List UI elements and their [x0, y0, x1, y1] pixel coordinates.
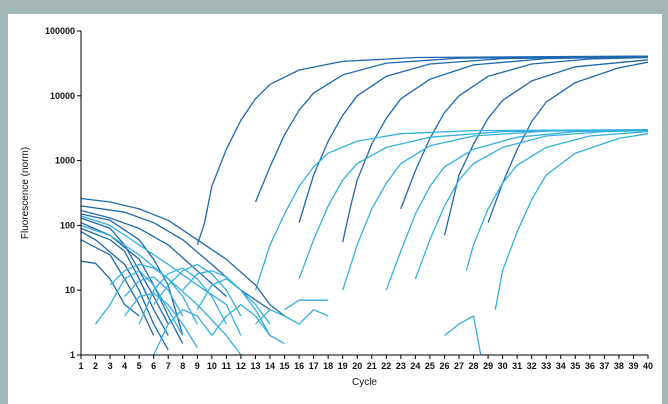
- y-tick-label: 1000: [55, 156, 75, 166]
- x-axis-label: Cycle: [352, 377, 377, 388]
- x-tick-label: 21: [367, 361, 377, 371]
- x-tick-label: 18: [323, 361, 333, 371]
- series-line-3: [298, 56, 648, 223]
- y-tick-label: 10: [65, 285, 75, 295]
- series-line-19: [81, 231, 169, 351]
- series-line-12: [414, 129, 648, 280]
- x-tick-label: 14: [265, 361, 275, 371]
- x-tick-label: 7: [166, 361, 171, 371]
- x-tick-label: 4: [122, 361, 127, 371]
- x-tick-label: 5: [137, 361, 142, 371]
- y-tick-label: 10000: [50, 91, 75, 101]
- x-tick-label: 33: [541, 361, 551, 371]
- series-line-6: [443, 59, 648, 236]
- x-tick-label: 37: [599, 361, 609, 371]
- x-tick-label: 17: [309, 361, 319, 371]
- series-line-25: [81, 215, 242, 336]
- series-line-5: [400, 56, 648, 210]
- series-line-27: [94, 270, 184, 336]
- series-line-28: [109, 263, 198, 325]
- x-tick-label: 27: [454, 361, 464, 371]
- x-tick-label: 19: [338, 361, 348, 371]
- y-tick-label: 1: [70, 350, 75, 360]
- x-tick-label: 23: [396, 361, 406, 371]
- series-line-30: [138, 267, 227, 325]
- series-line-13: [465, 130, 648, 271]
- x-tick-label: 30: [498, 361, 508, 371]
- x-tick-label: 8: [180, 361, 185, 371]
- series-line-21: [81, 197, 285, 317]
- x-tick-label: 11: [222, 361, 232, 371]
- series-line-4: [342, 56, 648, 243]
- x-tick-label: 38: [614, 361, 624, 371]
- series-line-22: [81, 205, 271, 311]
- x-tick-label: 35: [570, 361, 580, 371]
- series-line-7: [487, 61, 648, 223]
- x-tick-label: 10: [207, 361, 217, 371]
- x-tick-label: 6: [151, 361, 156, 371]
- series-line-32: [182, 270, 271, 336]
- chart-panel: 1 10 100 1000 10000 100000 1 2 3 4 5 6 7 8 9 10 11 12 13 14…: [8, 14, 662, 404]
- x-tick-label: 22: [381, 361, 391, 371]
- series-layer: [81, 55, 648, 355]
- series-line-33: [196, 278, 271, 325]
- series-line-39: [124, 292, 198, 348]
- x-tick-label: 13: [250, 361, 260, 371]
- series-line-14: [494, 133, 648, 310]
- x-tick-label: 32: [527, 361, 537, 371]
- series-line-23: [81, 209, 227, 297]
- y-tick-label: 100: [60, 220, 75, 230]
- series-line-31: [153, 263, 242, 317]
- x-tick-label: 36: [585, 361, 595, 371]
- series-line-18: [81, 227, 169, 336]
- series-line-37: [444, 315, 482, 355]
- x-tick-label: 12: [236, 361, 246, 371]
- series-line-35: [255, 309, 329, 325]
- series-line-38: [153, 309, 213, 355]
- series-line-2: [254, 55, 648, 203]
- x-tick-label: 1: [78, 361, 83, 371]
- series-line-36: [284, 299, 329, 311]
- x-tick-label: 16: [294, 361, 304, 371]
- x-tick-label: 26: [439, 361, 449, 371]
- y-tick-label: 100000: [45, 26, 75, 36]
- series-line-34: [211, 303, 285, 345]
- x-tick-label: 29: [483, 361, 493, 371]
- x-tick-label: 2: [93, 361, 98, 371]
- x-tick-label: 34: [556, 361, 566, 371]
- x-tick-label: 3: [108, 361, 113, 371]
- y-axis-label: Fluorescence (norm): [20, 147, 31, 239]
- series-line-11: [385, 129, 648, 291]
- x-tick-label: 31: [512, 361, 522, 371]
- x-tick-label: 24: [410, 361, 420, 371]
- x-tick-label: 9: [195, 361, 200, 371]
- series-line-9: [298, 129, 648, 280]
- series-line-24: [81, 260, 140, 317]
- series-line-1: [196, 55, 648, 246]
- x-tick-label: 25: [425, 361, 435, 371]
- series-line-8: [254, 129, 648, 291]
- series-line-10: [342, 129, 648, 291]
- x-tick-label: 15: [280, 361, 290, 371]
- x-tick-label: 28: [469, 361, 479, 371]
- x-tick-label: 39: [628, 361, 638, 371]
- series-line-26: [81, 224, 242, 355]
- x-tick-label: 20: [352, 361, 362, 371]
- x-tick-label: 40: [643, 361, 653, 371]
- series-line-29: [124, 276, 184, 317]
